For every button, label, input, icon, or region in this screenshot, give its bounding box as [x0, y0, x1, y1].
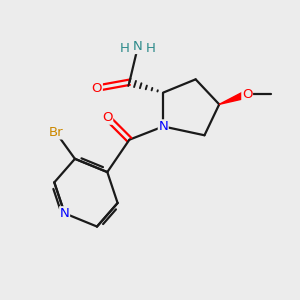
Polygon shape	[219, 91, 248, 104]
Text: N: N	[60, 207, 70, 220]
Text: H: H	[119, 42, 129, 55]
Text: O: O	[242, 88, 252, 100]
Text: N: N	[133, 40, 142, 53]
Text: O: O	[92, 82, 102, 95]
Text: N: N	[158, 120, 168, 133]
Text: O: O	[102, 111, 112, 124]
Text: H: H	[146, 42, 155, 55]
Text: Br: Br	[49, 126, 63, 139]
